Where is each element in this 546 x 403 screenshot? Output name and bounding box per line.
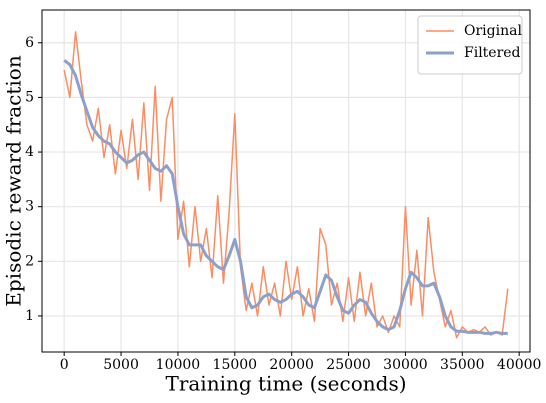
y-axis-label: Episodic reward fraction [2,55,26,307]
x-tick-label: 30000 [383,357,428,373]
y-tick-label: 4 [25,144,34,160]
y-tick-label: 1 [25,308,34,324]
x-tick-label: 15000 [213,357,258,373]
legend-label: Original [464,23,522,39]
legend-label: Filtered [464,45,521,61]
y-tick-label: 6 [25,35,34,51]
y-tick-label: 2 [25,253,34,269]
plot-frame [41,9,531,353]
data-line [63,59,508,335]
x-tick-label: 20000 [269,357,314,373]
x-tick-label: 40000 [497,357,542,373]
x-tick-label: 35000 [440,357,485,373]
data-line [63,31,509,339]
x-tick-label: 5000 [103,357,139,373]
x-tick-label: 10000 [156,357,201,373]
y-tick-label: 5 [25,89,34,105]
x-axis-label: Training time (seconds) [165,372,406,396]
x-tick-label: 25000 [326,357,371,373]
y-tick-label: 3 [25,199,34,215]
x-tick-label: 0 [60,357,69,373]
